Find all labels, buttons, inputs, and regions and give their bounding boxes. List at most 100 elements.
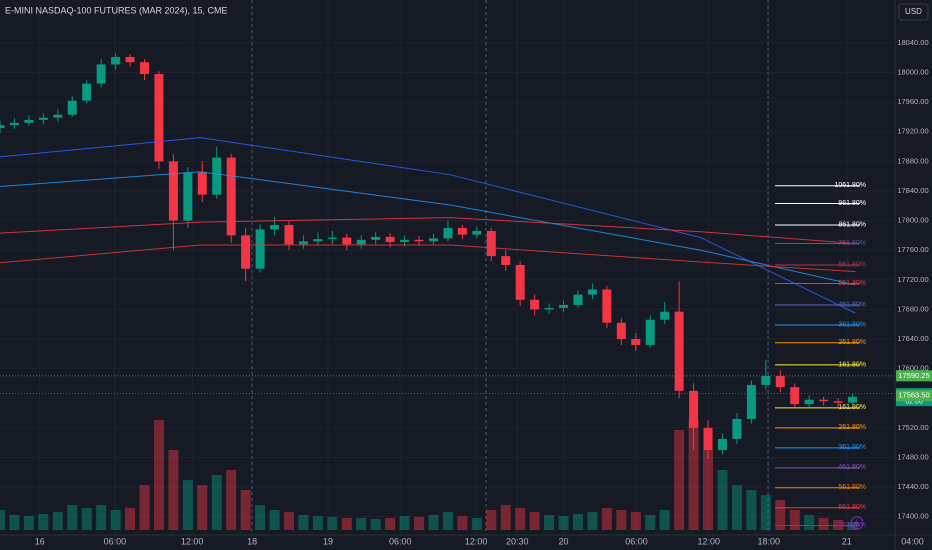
y-tick-label: 17880.00 — [897, 156, 928, 165]
fib-label: 1061.80% — [834, 182, 866, 189]
volume-bar — [601, 508, 612, 530]
candle-body — [703, 427, 713, 451]
fib-label: 861.80% — [838, 221, 866, 228]
volume-bar — [630, 512, 641, 530]
candle-body — [660, 311, 670, 320]
fib-label: 561.80% — [838, 484, 866, 491]
volume-bar — [529, 512, 540, 530]
price-badge-label: 17590.25 — [898, 371, 929, 380]
x-tick-label: 18 — [247, 536, 257, 546]
x-tick-label: 20:30 — [506, 536, 529, 546]
volume-bar — [544, 515, 555, 530]
volume-bar — [153, 420, 164, 530]
candle-body — [689, 390, 699, 428]
volume-bar — [67, 505, 78, 530]
candle-body — [226, 157, 236, 236]
volume-bar — [515, 508, 526, 530]
candle-body — [67, 100, 77, 115]
candle-body — [154, 74, 164, 162]
candle-body — [486, 230, 496, 257]
candle-body — [24, 119, 34, 123]
volume-bar — [775, 500, 786, 530]
candle-body — [717, 438, 727, 451]
volume-bar — [96, 505, 107, 530]
candle-body — [183, 172, 193, 221]
y-tick-label: 17440.00 — [897, 482, 928, 491]
fib-label: 161.80% — [838, 361, 866, 368]
x-tick-label: 20 — [559, 536, 569, 546]
price-badge-label: 17563.50 — [898, 391, 929, 400]
candle-body — [255, 229, 265, 269]
x-tick-label: 06:00 — [389, 536, 412, 546]
volume-bar — [746, 490, 757, 530]
currency-button[interactable] — [898, 3, 929, 21]
volume-bar — [471, 518, 482, 530]
x-tick-label: 12:00 — [181, 536, 204, 546]
y-tick-label: 17680.00 — [897, 304, 928, 313]
candle-body — [790, 387, 800, 405]
volume-bar — [703, 450, 714, 530]
candle-body — [197, 172, 207, 195]
volume-bar — [0, 510, 5, 530]
candle-body — [674, 311, 684, 391]
candle-body — [501, 256, 511, 265]
candle-body — [284, 225, 294, 245]
x-tick-label: 06:00 — [104, 536, 127, 546]
volume-bar — [457, 516, 468, 530]
volume-bar — [81, 508, 92, 530]
candle-body — [443, 227, 453, 239]
candle-body — [833, 401, 843, 403]
volume-bar — [616, 510, 627, 530]
volume-bar — [370, 519, 381, 530]
fib-label: 961.80% — [838, 200, 866, 207]
volume-bar — [168, 450, 179, 530]
candle-body — [313, 239, 323, 242]
x-tick-label: 19 — [323, 536, 333, 546]
volume-bar — [486, 510, 497, 530]
volume-bar — [139, 485, 150, 530]
y-tick-label: 17760.00 — [897, 245, 928, 254]
countdown-label: 02:06 — [905, 398, 923, 405]
volume-bar — [442, 512, 453, 530]
volume-bar — [269, 510, 280, 530]
currency-label[interactable]: USD — [905, 7, 922, 16]
volume-bar — [645, 515, 656, 530]
fib-label: 261.80% — [838, 339, 866, 346]
y-tick-label: 17640.00 — [897, 334, 928, 343]
volume-bar — [110, 510, 121, 530]
price-axis — [895, 0, 932, 550]
x-tick-label: 12:00 — [465, 536, 488, 546]
candle-body — [400, 239, 410, 243]
volume-bar — [226, 470, 237, 530]
candle-body — [804, 399, 814, 405]
candle-body — [82, 83, 92, 101]
plot: 1061.80% 961.80% 861.80% 761.80% 661.80% 561.… — [0, 53, 895, 530]
volume-bar — [9, 515, 20, 530]
volume-bar — [688, 420, 699, 530]
candle-body — [125, 56, 135, 63]
candle-body — [212, 157, 222, 195]
candle-body — [139, 62, 149, 75]
volume-bar — [23, 516, 34, 530]
fib-label: 661.80% — [838, 261, 866, 268]
x-tick-label: 06:00 — [625, 536, 648, 546]
candle-body — [587, 289, 597, 295]
candle-body — [746, 384, 756, 419]
candle-body — [602, 289, 612, 323]
axes: 18040.00 18000.00 17960.00 17920.00 17880.00… — [35, 38, 932, 546]
candle-body — [270, 225, 280, 230]
candle-body — [761, 376, 771, 385]
candle-body — [38, 117, 48, 120]
volume-bar — [240, 490, 251, 530]
y-tick-label: 17800.00 — [897, 216, 928, 225]
volume-bar — [197, 485, 208, 530]
candle-body — [9, 122, 19, 126]
grid — [0, 0, 913, 535]
alert-icon[interactable] — [850, 516, 864, 530]
candle-body — [111, 56, 121, 65]
candle-body — [472, 230, 482, 235]
y-tick-label: 18040.00 — [897, 38, 928, 47]
fib-label: 161.80% — [838, 404, 866, 411]
alert-icon-bolt — [854, 518, 860, 528]
